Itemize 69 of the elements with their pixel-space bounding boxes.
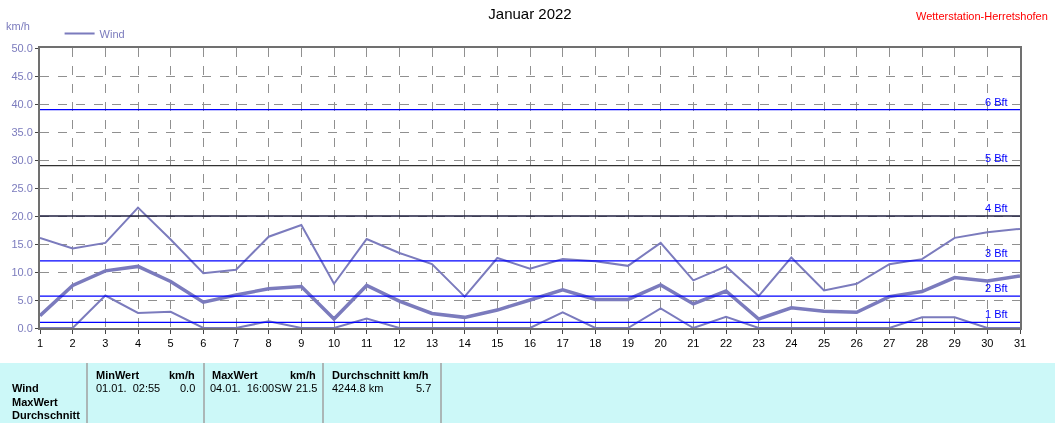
- x-tick-label: 5: [167, 337, 174, 350]
- ref-line-label: 2 Bft: [985, 282, 1008, 294]
- ref-line-label: 5 Bft: [985, 152, 1008, 164]
- ref-line-label: 3 Bft: [985, 247, 1008, 259]
- x-tick-label: 11: [360, 337, 373, 350]
- line-series: [40, 206, 1020, 298]
- text: km/h: [169, 369, 195, 381]
- x-tick-label: 30: [981, 337, 994, 350]
- x-tick-label: 8: [265, 337, 272, 350]
- y-axis-title: km/h: [6, 20, 30, 32]
- x-tick-label: 25: [817, 337, 831, 350]
- text: Wetterstation-Herretshofen: [916, 10, 1048, 22]
- ref-line-label: 4 Bft: [985, 202, 1008, 214]
- x-tick-label: 7: [232, 337, 240, 350]
- y-tick-label: 0.0: [17, 321, 33, 334]
- x-tick-label: 12: [393, 337, 406, 350]
- text: 01.01. 02:55: [96, 382, 161, 394]
- x-tick-label: 6: [200, 337, 207, 350]
- x-tick-label: 16: [523, 337, 537, 350]
- x-tick-label: 23: [752, 337, 765, 350]
- x-tick-label: 18: [589, 337, 602, 350]
- x-tick-label: 14: [458, 337, 471, 350]
- y-tick-label: 5.0: [17, 293, 33, 306]
- y-tick-label: 35.0: [11, 125, 33, 138]
- x-tick-label: 20: [654, 337, 667, 350]
- x-tick-label: 21: [687, 337, 700, 350]
- text: 04.01. 16:00SW: [210, 382, 293, 394]
- x-tick-label: 9: [298, 337, 305, 350]
- x-tick-label: 19: [621, 337, 635, 350]
- y-tick-label: 45.0: [11, 69, 33, 82]
- text: 4244.8 km: [332, 382, 384, 394]
- x-tick-label: 15: [491, 337, 504, 350]
- legend-label: Wind: [99, 27, 125, 40]
- y-tick-label: 25.0: [11, 181, 33, 194]
- x-tick-label: 10: [327, 337, 341, 350]
- line-series: [40, 294, 1020, 328]
- y-tick-label: 20.0: [11, 209, 33, 222]
- x-tick-label: 3: [102, 337, 109, 350]
- text: Durchschnitt: [12, 409, 81, 421]
- x-tick-label: 4: [134, 337, 142, 350]
- x-tick-label: 26: [850, 337, 863, 350]
- x-tick-label: 2: [69, 337, 76, 350]
- x-tick-label: 31: [1013, 337, 1027, 350]
- ref-line-label: 6 Bft: [985, 96, 1008, 108]
- text: Durchschnitt km/h: [332, 369, 429, 381]
- text: MinWert: [96, 369, 140, 381]
- x-tick-label: 13: [425, 337, 439, 350]
- text: 0.0: [180, 382, 196, 394]
- x-tick-label: 1: [36, 337, 44, 350]
- x-tick-label: 29: [948, 337, 961, 350]
- line-series: [40, 264, 1020, 321]
- x-tick-label: 22: [719, 337, 733, 350]
- text: MaxWert: [12, 396, 58, 408]
- text: MaxWert: [212, 369, 258, 381]
- chart-title: Januar 2022: [488, 4, 572, 22]
- y-tick-label: 50.0: [11, 41, 33, 54]
- y-tick-label: 15.0: [11, 237, 33, 250]
- x-tick-label: 28: [915, 337, 929, 350]
- x-tick-label: 27: [883, 337, 896, 350]
- text: 21.5: [296, 382, 318, 394]
- y-tick-label: 40.0: [11, 97, 33, 110]
- x-tick-label: 24: [785, 337, 798, 350]
- text: 5.7: [416, 382, 432, 394]
- y-tick-label: 10.0: [11, 265, 33, 278]
- y-tick-label: 30.0: [11, 153, 33, 166]
- ref-line-label: 1 Bft: [985, 308, 1008, 320]
- text: Wind: [12, 382, 39, 394]
- text: km/h: [290, 369, 316, 381]
- x-tick-label: 17: [556, 337, 569, 350]
